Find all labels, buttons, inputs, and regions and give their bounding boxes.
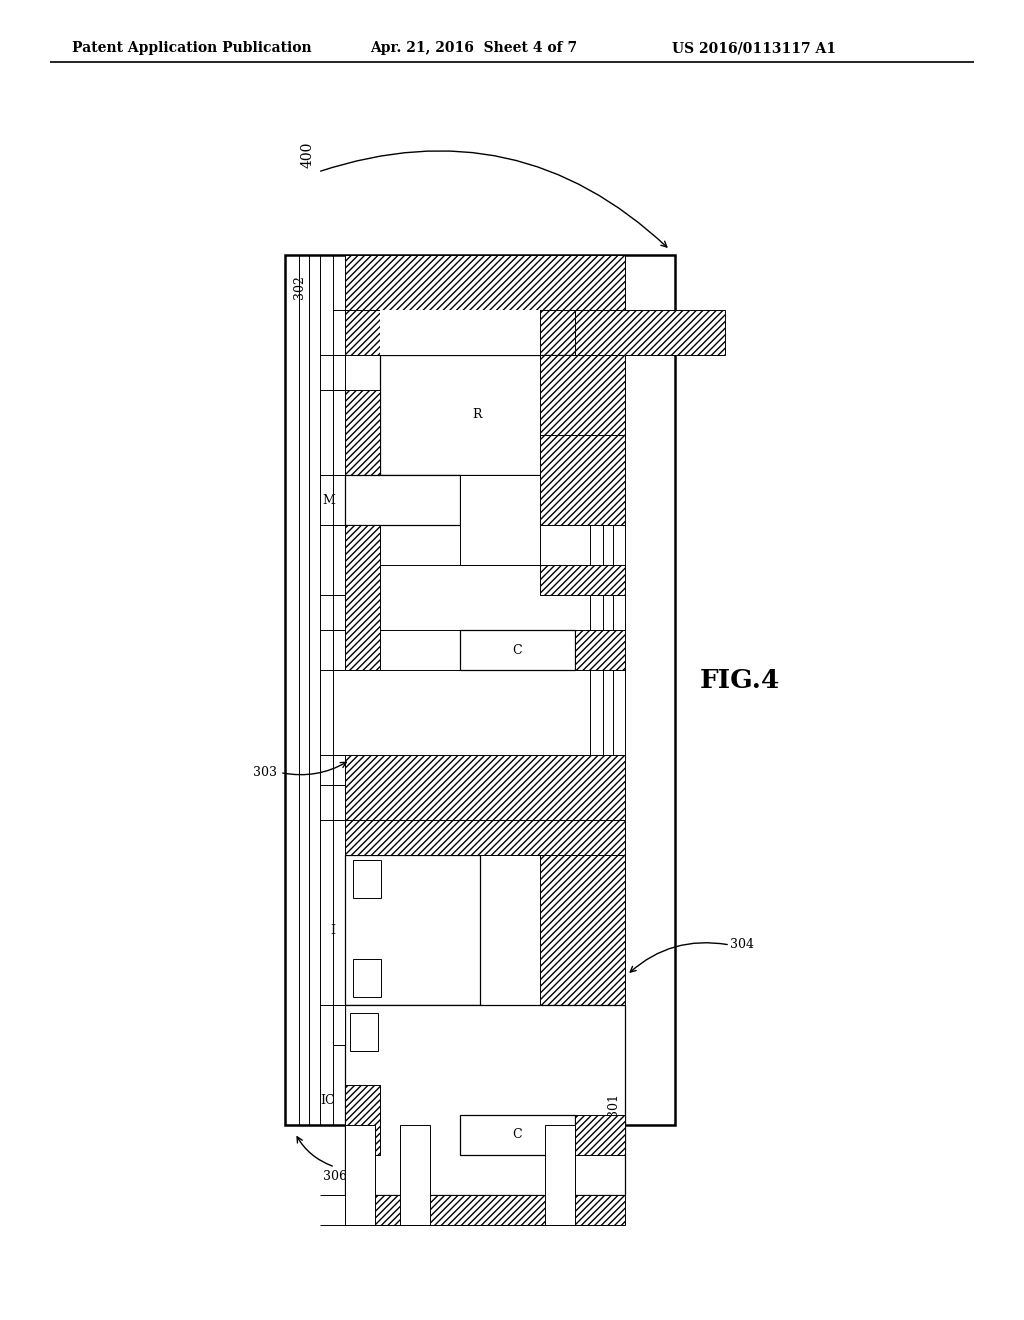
Bar [540, 565, 625, 595]
Bar [460, 475, 540, 565]
Bar [345, 1005, 380, 1035]
Bar [380, 310, 540, 355]
Bar [540, 310, 575, 355]
Text: FIG.4: FIG.4 [700, 668, 780, 693]
Text: I: I [330, 924, 335, 936]
Text: R: R [473, 408, 482, 421]
Bar [353, 861, 381, 898]
Bar [350, 1012, 378, 1051]
Bar [345, 310, 725, 355]
Bar [333, 630, 345, 671]
Text: C: C [513, 644, 522, 656]
Bar [575, 1115, 625, 1155]
Text: Apr. 21, 2016  Sheet 4 of 7: Apr. 21, 2016 Sheet 4 of 7 [370, 41, 578, 55]
Bar [345, 389, 380, 475]
Bar [540, 355, 625, 475]
Bar [545, 1125, 575, 1225]
Text: 301: 301 [607, 1093, 620, 1117]
Bar [345, 855, 480, 1005]
Bar [540, 820, 625, 1005]
Text: Patent Application Publication: Patent Application Publication [72, 41, 311, 55]
Bar [345, 1125, 375, 1225]
Bar [540, 436, 625, 525]
Bar [400, 1125, 430, 1225]
Bar [345, 255, 625, 310]
Bar [345, 1195, 625, 1225]
Text: 306: 306 [323, 1170, 347, 1183]
Bar [460, 1115, 575, 1155]
Bar [380, 355, 575, 475]
Text: 304: 304 [730, 939, 754, 952]
Bar [460, 630, 575, 671]
Bar [353, 960, 381, 997]
Bar [345, 755, 625, 820]
Text: US 2016/0113117 A1: US 2016/0113117 A1 [672, 41, 836, 55]
Bar [345, 1005, 625, 1195]
Bar [333, 1005, 345, 1045]
Bar [333, 389, 345, 475]
Bar [575, 630, 625, 671]
Text: 400: 400 [301, 141, 315, 168]
Bar [285, 255, 675, 1125]
Bar [345, 525, 380, 671]
Text: IC: IC [321, 1093, 335, 1106]
Text: 303: 303 [253, 766, 278, 779]
Bar [345, 1085, 380, 1155]
Text: 302: 302 [293, 275, 306, 298]
Bar [333, 755, 345, 785]
Text: M: M [323, 494, 335, 507]
Bar [345, 525, 380, 554]
Text: C: C [513, 1129, 522, 1142]
Bar [345, 475, 460, 525]
Bar [345, 820, 625, 855]
Bar [333, 355, 345, 389]
